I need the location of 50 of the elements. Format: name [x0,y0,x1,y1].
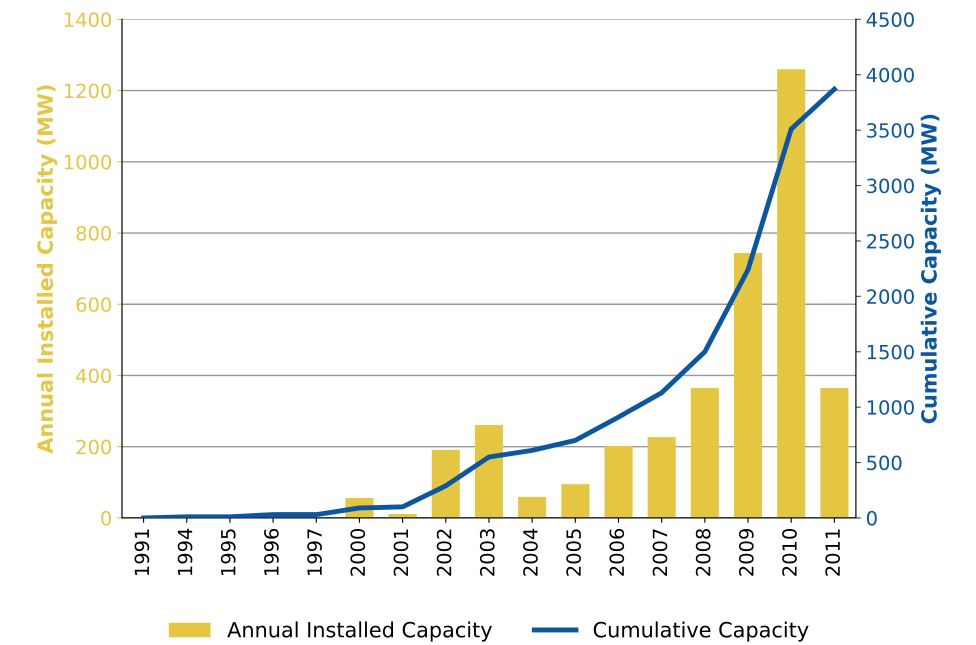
legend-label: Cumulative Capacity [594,621,809,642]
x-tick-label: 2009 [738,529,754,576]
y2-axis-title: Cumulative Capacity (MW) [920,114,942,424]
y2-tick-label: 1500 [868,344,914,360]
x-tick-label: 1995 [220,529,236,576]
y-tick-label: 800 [76,226,111,241]
y2-tick-label: 500 [867,455,902,470]
line-series [141,86,837,518]
x-tick-label: 2007 [652,529,668,576]
bar [474,424,504,518]
y2-tick-label: 0 [866,510,877,526]
x-tick-label: 2011 [825,529,840,576]
x-tick-label: 1996 [264,528,279,576]
x-tick-label: 2008 [696,528,710,576]
x-tick-label: 2000 [350,528,366,576]
y-tick-label: 600 [76,297,111,312]
y-axis-title: Annual Installed Capacity (MW) [36,85,58,454]
x-tick-label: 1994 [178,528,192,576]
y-tick-label: 0 [101,510,111,526]
x-tick-label: 2005 [566,529,581,576]
x-tick-label: 1991 [134,529,150,576]
y-tick-label: 200 [76,440,111,454]
bar [518,496,546,518]
y-tick-label: 1400 [64,12,111,28]
y2-tick-label: 3000 [867,178,914,194]
bar [690,388,719,518]
bar [604,446,633,518]
bar [648,437,676,518]
x-tick-label: 2006 [609,528,624,576]
x-tick-label: 2002 [436,530,452,576]
bar [734,252,762,518]
x-tick-label: 1997 [307,529,322,576]
x-tick-label: 2010 [782,528,797,576]
bar [777,69,806,518]
bar [561,484,590,518]
bar [432,450,460,518]
legend-label: Annual Installed Capacity [227,621,492,642]
x-tick-label: 2003 [480,529,495,576]
y2-tick-label: 4500 [866,12,914,28]
y2-tick-label: 2500 [867,234,914,249]
bar [820,388,848,518]
y-tick-label: 1200 [64,84,111,98]
y2-tick-label: 2000 [867,289,914,304]
y-tick-label: 1000 [64,154,111,170]
y2-tick-label: 4000 [866,68,914,82]
x-tick-label: 2001 [394,529,408,576]
x-tick-label: 2004 [523,528,538,576]
y2-tick-label: 1000 [868,400,914,415]
y2-tick-label: 3500 [867,123,914,138]
y-tick-label: 400 [76,368,111,384]
